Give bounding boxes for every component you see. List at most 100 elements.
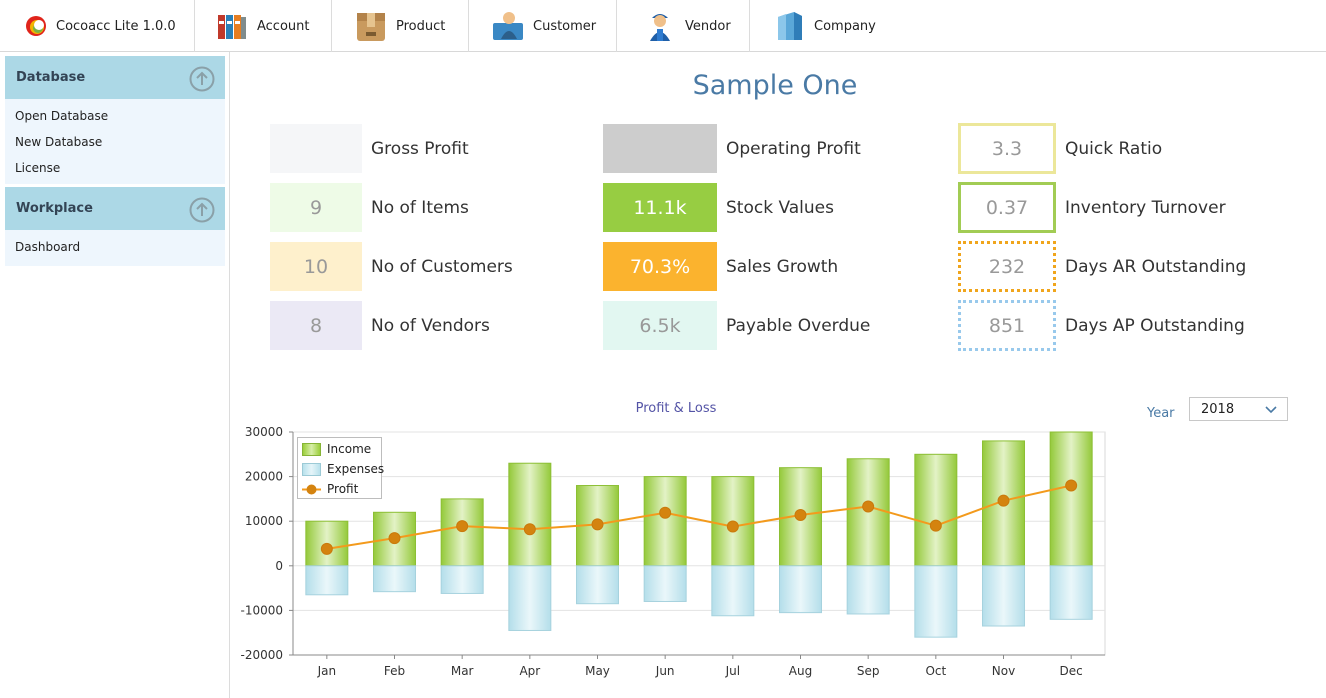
company-building-icon [778,12,802,40]
kpi-days-ap-outstanding-value: 851 [958,300,1056,351]
y-tick-label: -10000 [240,603,283,617]
group-workplace-header[interactable]: Workplace [5,187,225,230]
expense-bar-aug [779,565,822,614]
x-tick-label-jun: Jun [655,664,675,678]
expense-bar-jul [711,565,755,617]
year-label: Year [1147,406,1175,421]
x-tick-label-mar: Mar [451,664,474,678]
sidebar-item-new-database[interactable]: New Database [15,135,103,149]
group-database-body: Open Database New Database License [5,99,225,184]
kpi-no-of-items-label: No of Items [371,198,469,218]
vendor-person-icon [650,14,670,41]
kpi-stock-values-label: Stock Values [726,198,834,218]
kpi-payable-overdue-value: 6.5k [603,301,717,350]
sidebar-item-open-database[interactable]: Open Database [15,109,109,123]
profit-point-jun [659,506,672,519]
expense-bar-may [576,565,619,605]
expense-bar-mar [440,565,484,594]
legend-item-expenses: Expenses [302,462,384,476]
product-box-icon [357,13,385,41]
legend-income-label: Income [327,442,372,456]
kpi-no-of-customers-label: No of Customers [371,257,513,277]
kpi-no-of-items-value: 9 [270,183,362,232]
expense-bar-dec [1049,565,1093,620]
kpi-gross-profit-label: Gross Profit [371,139,469,159]
app-title: Cocoacc Lite 1.0.0 [0,0,195,52]
x-tick-label-feb: Feb [384,664,405,678]
group-workplace-title: Workplace [16,201,93,216]
kpi-inventory-turnover-label: Inventory Turnover [1065,198,1226,218]
kpi-days-ap-outstanding-label: Days AP Outstanding [1065,316,1245,336]
group-database-header[interactable]: Database [5,56,225,99]
kpi-operating-profit-label: Operating Profit [726,139,861,159]
chart-title: Profit & Loss [635,401,717,416]
legend-income-swatch [302,442,321,456]
year-select-value: 2018 [1201,401,1235,417]
kpi-inventory-turnover-value: 0.37 [958,182,1056,233]
kpi-gross-profit-value [270,124,362,173]
profit-point-apr [523,523,536,536]
legend-expenses-swatch [302,462,321,476]
chart-legend: Income Expenses Profit [297,437,384,499]
y-tick-label: -20000 [240,648,283,662]
group-workplace-body: Dashboard [5,230,225,266]
income-bar-dec [1049,431,1093,567]
legend-item-income: Income [302,442,371,456]
profit-point-oct [929,519,942,532]
income-bar-mar [440,498,484,567]
income-bar-oct [914,453,958,567]
sidebar-item-dashboard[interactable]: Dashboard [15,240,81,254]
income-bar-jun [643,476,687,567]
kpi-stock-values-value: 11.1k [603,183,717,232]
x-tick-label-nov: Nov [992,664,1015,678]
plot-area [292,431,1106,656]
menu-account[interactable]: Account [195,0,332,52]
menu-product[interactable]: Product [332,0,469,52]
menu-product-label: Product [396,18,446,34]
kpi-quick-ratio-label: Quick Ratio [1065,139,1163,159]
menu-account-label: Account [257,18,310,34]
page-title: Sample One [692,70,858,101]
kpi-no-of-customers-value: 10 [270,242,362,291]
profit-point-feb [388,532,401,545]
income-bar-jul [711,476,755,567]
kpi-quick-ratio-value: 3.3 [958,123,1056,174]
x-tick-label-aug: Aug [789,664,812,678]
kpi-sales-growth-label: Sales Growth [726,257,839,277]
kpi-sales-growth-value: 70.3% [603,242,717,291]
menu-customer[interactable]: Customer [469,0,617,52]
sidebar-item-license[interactable]: License [15,161,61,175]
account-binders-icon [218,15,246,39]
x-tick-label-dec: Dec [1060,664,1083,678]
profit-line [326,484,1072,550]
expense-bar-jan [305,565,349,596]
menu-vendor-label: Vendor [685,18,731,34]
expense-bar-sep [846,565,890,615]
x-tick-label-may: May [585,664,610,678]
app-title-text: Cocoacc Lite 1.0.0 [56,18,176,34]
year-select[interactable]: 2018 [1189,397,1288,421]
y-tick-label: 30000 [245,425,283,439]
collapse-up-icon[interactable] [189,66,215,92]
expense-bar-feb [373,565,416,593]
kpi-operating-profit-value [603,124,717,173]
y-tick-label: 20000 [245,470,283,484]
kpi-no-of-vendors-label: No of Vendors [371,316,490,336]
legend-item-profit: Profit [302,482,358,496]
x-tick-label-apr: Apr [519,664,540,678]
legend-profit-swatch [302,484,321,494]
profit-point-may [591,518,604,531]
kpi-no-of-vendors-value: 8 [270,301,362,350]
chevron-down-icon [1265,406,1277,414]
expense-bar-nov [982,565,1025,627]
profit-loss-chart: -20000 -10000 0 10000 20000 30000 Jan Feb Mar Apr… [240,425,1106,678]
menu-vendor[interactable]: Vendor [617,0,750,52]
legend-expenses-label: Expenses [327,462,385,476]
menu-company[interactable]: Company [750,0,896,52]
profit-point-jan [320,542,333,555]
expense-bar-oct [914,565,958,638]
app-logo-icon [26,16,46,36]
collapse-up-icon[interactable] [189,197,215,223]
x-tick-label-sep: Sep [857,664,880,678]
expense-bar-apr [508,565,552,631]
